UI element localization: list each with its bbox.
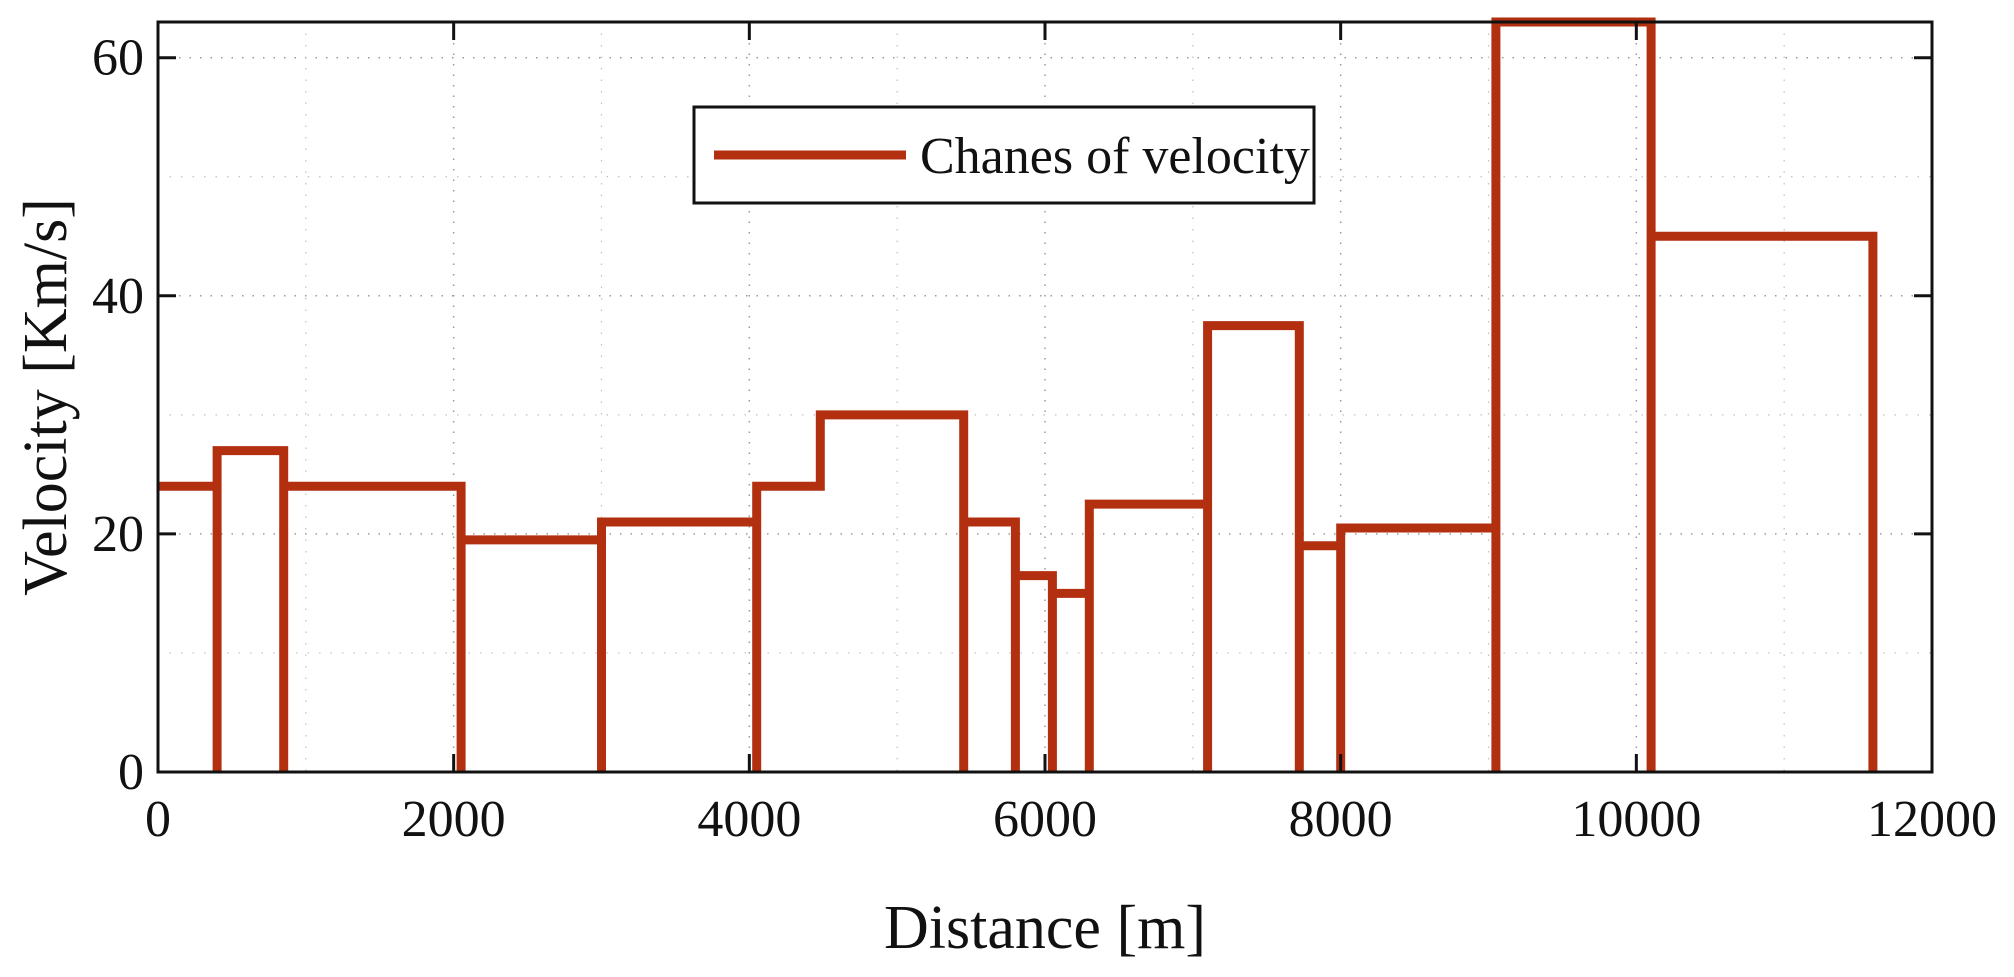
x-tick-label: 12000 [1867, 791, 1997, 848]
x-tick-label: 2000 [402, 791, 506, 848]
y-tick-label: 60 [92, 30, 144, 87]
y-axis-title: Velocity [Km/s] [12, 198, 80, 596]
x-axis-title: Distance [m] [884, 894, 1206, 962]
axis-ticks [156, 22, 1934, 774]
series-line-0 [158, 17, 1878, 772]
y-tick-label: 0 [118, 744, 144, 801]
y-tick-label: 20 [92, 506, 144, 563]
legend: Chanes of velocity [692, 105, 1316, 205]
legend-label: Chanes of velocity [920, 128, 1310, 185]
x-tick-label: 0 [145, 791, 171, 848]
series-layer [158, 17, 1878, 772]
tick-labels: 0 2000 4000 6000 8000 10000 12000 0 20 40 60 [92, 30, 1997, 848]
x-tick-label: 4000 [697, 791, 801, 848]
x-tick-label: 8000 [1289, 791, 1393, 848]
y-tick-label: 40 [92, 268, 144, 325]
x-tick-label: 10000 [1571, 791, 1701, 848]
x-tick-label: 6000 [993, 791, 1097, 848]
